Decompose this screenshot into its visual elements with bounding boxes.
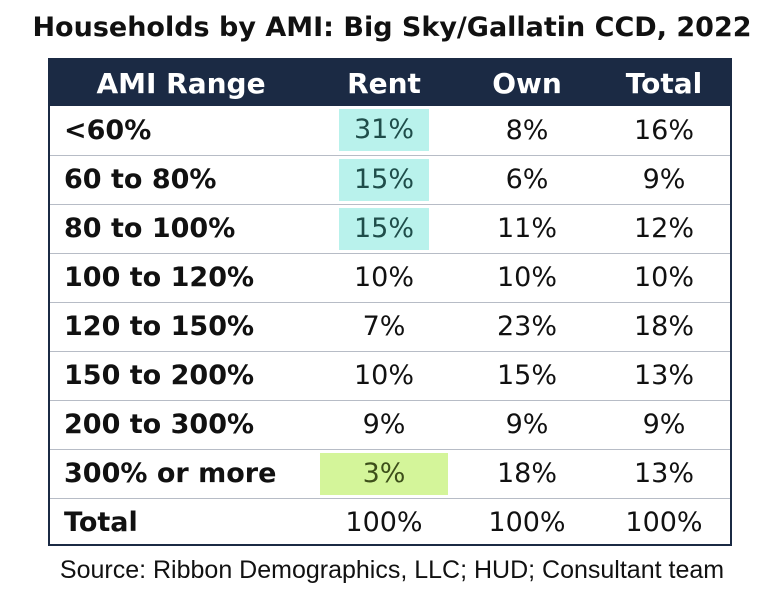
ami-range-cell: 60 to 80% — [50, 154, 312, 204]
rent-highlighted-value: 31% — [339, 109, 429, 152]
table-row: 60 to 80% 15% 6% 9% — [50, 154, 730, 204]
table-row: 100 to 120% 10% 10% 10% — [50, 252, 730, 302]
own-cell: 15% — [456, 350, 598, 400]
rent-highlighted-value: 15% — [339, 158, 429, 201]
table-row: 150 to 200% 10% 15% 13% — [50, 350, 730, 400]
total-cell: 9% — [598, 154, 730, 204]
rent-cell: 31% — [312, 106, 456, 155]
rent-highlighted-value: 3% — [320, 452, 448, 495]
own-cell: 9% — [456, 399, 598, 449]
own-cell: 8% — [505, 114, 549, 146]
own-cell: 23% — [456, 301, 598, 351]
rent-cell: 15% — [312, 203, 456, 253]
ami-range-cell: 100 to 120% — [50, 252, 312, 302]
total-cell: 9% — [598, 399, 730, 449]
table-row: 120 to 150% 7% 23% 18% — [50, 301, 730, 351]
rent-cell: 10% — [312, 350, 456, 400]
total-row-label: Total — [50, 497, 312, 547]
rent-cell: 10% — [312, 252, 456, 302]
table-row: 80 to 100% 15% 11% 12% — [50, 203, 730, 253]
ami-range-cell: 80 to 100% — [50, 203, 312, 253]
own-cell: 11% — [456, 203, 598, 253]
source-note: Source: Ribbon Demographics, LLC; HUD; C… — [59, 556, 725, 584]
table-row: 200 to 300% 9% 9% 9% — [50, 399, 730, 449]
ami-range-cell: 120 to 150% — [50, 301, 312, 351]
ami-households-table: AMI Range Rent Own Total <60% 31% 8% 16% 60 … — [50, 60, 730, 547]
total-row-rent: 100% — [312, 497, 456, 547]
ami-range-cell: 150 to 200% — [50, 350, 312, 400]
ami-range-cell: 200 to 300% — [50, 399, 312, 449]
rent-highlighted-value: 15% — [339, 207, 429, 250]
total-cell: 12% — [598, 203, 730, 253]
table-row: 300% or more 3% 18% 13% — [50, 448, 730, 498]
total-row-total: 100% — [598, 497, 730, 547]
own-cell: 10% — [456, 252, 598, 302]
rent-cell: 9% — [312, 399, 456, 449]
ami-range-cell: <60% — [64, 114, 152, 146]
total-cell: 16% — [633, 114, 694, 146]
ami-table-frame: AMI Range Rent Own Total <60% 31% 8% 16% 60 … — [48, 58, 732, 547]
total-cell: 13% — [598, 350, 730, 400]
table-total-row: Total 100% 100% 100% — [50, 497, 730, 547]
column-header-own: Own — [456, 60, 598, 106]
total-cell: 10% — [598, 252, 730, 302]
table-title: Households by AMI: Big Sky/Gallatin CCD,… — [32, 12, 752, 43]
own-cell: 6% — [456, 154, 598, 204]
table-header-row: AMI Range Rent Own Total — [50, 60, 730, 106]
total-cell: 13% — [598, 448, 730, 498]
total-cell: 18% — [598, 301, 730, 351]
column-header-rent: Rent — [312, 60, 456, 106]
ami-range-cell: 300% or more — [50, 448, 312, 498]
total-row-own: 100% — [456, 497, 598, 547]
column-header-ami-range: AMI Range — [50, 60, 312, 106]
own-cell: 18% — [456, 448, 598, 498]
rent-cell: 7% — [312, 301, 456, 351]
rent-cell: 15% — [312, 154, 456, 204]
table-row: <60% 31% 8% 16% — [50, 106, 730, 155]
rent-cell: 3% — [312, 448, 456, 498]
table-body: <60% 31% 8% 16% 60 to 80% 15% 6% 9% 80 to 100% 15… — [50, 106, 730, 547]
column-header-total: Total — [598, 60, 730, 106]
